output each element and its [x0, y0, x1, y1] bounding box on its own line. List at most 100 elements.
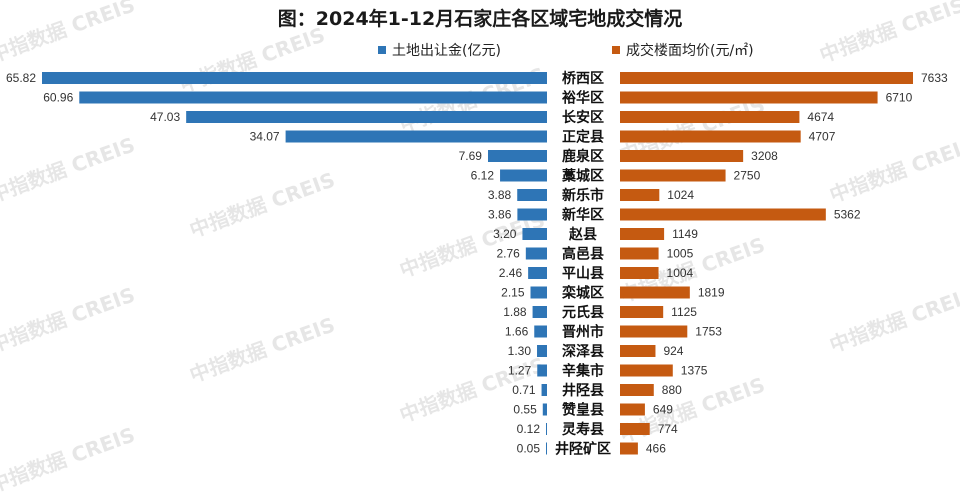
bar-floor-price — [620, 208, 826, 221]
legend-label-land-revenue: 土地出让金(亿元) — [392, 43, 501, 59]
bar-floor-price — [620, 384, 654, 396]
bar-floor-price — [620, 267, 659, 279]
data-label-floor-price: 1004 — [667, 266, 694, 280]
bar-land-revenue — [537, 364, 547, 377]
data-label-land-revenue: 47.03 — [150, 110, 180, 124]
category-label: 元氏县 — [562, 305, 604, 321]
data-label-floor-price: 466 — [646, 442, 666, 456]
chart-canvas: 65.82 7633 桥西区 60.96 6710 裕华区 47.03 4674 长安区 34.0… — [6, 70, 948, 458]
data-label-floor-price: 1375 — [681, 364, 708, 378]
data-label-floor-price: 5362 — [834, 208, 861, 222]
data-label-floor-price: 6710 — [886, 91, 913, 105]
bar-floor-price — [620, 345, 656, 357]
category-label: 平山县 — [562, 266, 604, 282]
data-label-floor-price: 1125 — [671, 305, 697, 319]
bar-floor-price — [620, 247, 659, 260]
data-label-floor-price: 2750 — [734, 169, 761, 183]
data-label-land-revenue: 0.05 — [517, 442, 541, 456]
data-label-floor-price: 1024 — [667, 188, 694, 202]
bar-land-revenue — [546, 423, 547, 435]
category-label: 栾城区 — [561, 285, 604, 302]
category-label: 深泽县 — [562, 343, 604, 360]
category-label: 正定县 — [562, 129, 604, 146]
bar-land-revenue — [541, 384, 547, 396]
category-label: 新乐市 — [562, 187, 604, 204]
data-label-land-revenue: 3.20 — [493, 227, 517, 241]
bar-land-revenue — [525, 247, 547, 260]
data-label-land-revenue: 60.96 — [43, 91, 73, 105]
bar-floor-price — [620, 364, 673, 377]
bar-land-revenue — [186, 111, 547, 123]
bar-land-revenue — [500, 169, 547, 182]
bar-floor-price — [620, 150, 744, 162]
category-label: 赵县 — [568, 226, 597, 243]
data-label-floor-price: 4707 — [809, 130, 836, 144]
bar-floor-price — [620, 306, 664, 318]
legend-swatch-orange — [612, 46, 620, 54]
data-label-land-revenue: 7.69 — [459, 149, 483, 163]
data-label-floor-price: 1005 — [667, 247, 694, 261]
bar-floor-price — [620, 72, 913, 84]
bar-land-revenue — [522, 228, 547, 240]
bar-floor-price — [620, 111, 800, 123]
category-label: 高邑县 — [562, 246, 604, 263]
legend-land-revenue: 土地出让金(亿元) — [378, 40, 501, 60]
data-label-land-revenue: 3.86 — [488, 208, 512, 222]
data-label-floor-price: 1819 — [698, 286, 725, 300]
category-label: 新华区 — [562, 207, 604, 224]
data-label-land-revenue: 0.55 — [513, 403, 537, 417]
bar-land-revenue — [42, 72, 547, 84]
category-label: 灵寿县 — [562, 421, 604, 438]
category-label: 藁城区 — [561, 168, 604, 185]
legend-label-floor-price: 成交楼面均价(元/㎡) — [626, 43, 754, 59]
data-label-floor-price: 4674 — [807, 110, 834, 124]
data-label-floor-price: 880 — [662, 383, 682, 397]
category-label: 鹿泉区 — [561, 148, 604, 165]
bar-floor-price — [620, 423, 650, 435]
bar-floor-price — [620, 325, 688, 338]
data-label-floor-price: 924 — [663, 344, 683, 358]
bar-floor-price — [620, 130, 801, 143]
data-label-floor-price: 1753 — [695, 325, 722, 339]
bar-floor-price — [620, 286, 690, 299]
data-label-floor-price: 7633 — [921, 71, 948, 85]
bar-floor-price — [620, 403, 645, 416]
legend-swatch-blue — [378, 46, 386, 54]
data-label-land-revenue: 0.12 — [517, 422, 541, 436]
bar-floor-price — [620, 442, 638, 455]
data-label-land-revenue: 1.27 — [508, 364, 532, 378]
bar-land-revenue — [546, 442, 547, 455]
data-label-floor-price: 1149 — [672, 227, 698, 241]
bar-land-revenue — [517, 189, 547, 201]
bar-floor-price — [620, 169, 726, 182]
bar-floor-price — [620, 189, 660, 201]
data-label-land-revenue: 34.07 — [250, 130, 280, 144]
data-label-floor-price: 649 — [653, 403, 673, 417]
data-label-land-revenue: 1.30 — [508, 344, 532, 358]
data-label-land-revenue: 2.15 — [501, 286, 525, 300]
category-label: 井陉县 — [562, 382, 604, 399]
bar-land-revenue — [79, 91, 547, 104]
data-label-floor-price: 774 — [658, 422, 678, 436]
category-label: 长安区 — [562, 109, 604, 126]
data-label-land-revenue: 6.12 — [471, 169, 495, 183]
data-label-land-revenue: 2.76 — [496, 247, 520, 261]
bar-land-revenue — [530, 286, 547, 299]
data-label-land-revenue: 0.71 — [512, 383, 536, 397]
bar-floor-price — [620, 91, 878, 104]
bar-land-revenue — [528, 267, 547, 279]
legend-floor-price: 成交楼面均价(元/㎡) — [612, 40, 754, 60]
category-label: 井陉矿区 — [555, 441, 611, 458]
category-label: 辛集市 — [562, 363, 604, 380]
data-label-floor-price: 3208 — [751, 149, 778, 163]
category-label: 晋州市 — [562, 324, 604, 341]
bar-land-revenue — [537, 345, 547, 357]
bar-land-revenue — [487, 150, 547, 162]
category-label: 桥西区 — [562, 70, 604, 87]
bar-land-revenue — [542, 403, 547, 416]
data-label-land-revenue: 3.88 — [488, 188, 512, 202]
data-label-land-revenue: 2.46 — [499, 266, 523, 280]
data-label-land-revenue: 1.88 — [503, 305, 527, 319]
data-label-land-revenue: 1.66 — [505, 325, 529, 339]
bar-land-revenue — [534, 325, 547, 338]
